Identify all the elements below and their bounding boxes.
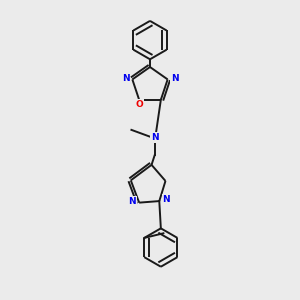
Text: N: N [162,195,170,204]
Text: N: N [122,74,129,83]
Text: O: O [135,100,143,109]
Text: N: N [151,133,158,142]
Text: N: N [128,196,136,206]
Text: N: N [171,74,178,83]
